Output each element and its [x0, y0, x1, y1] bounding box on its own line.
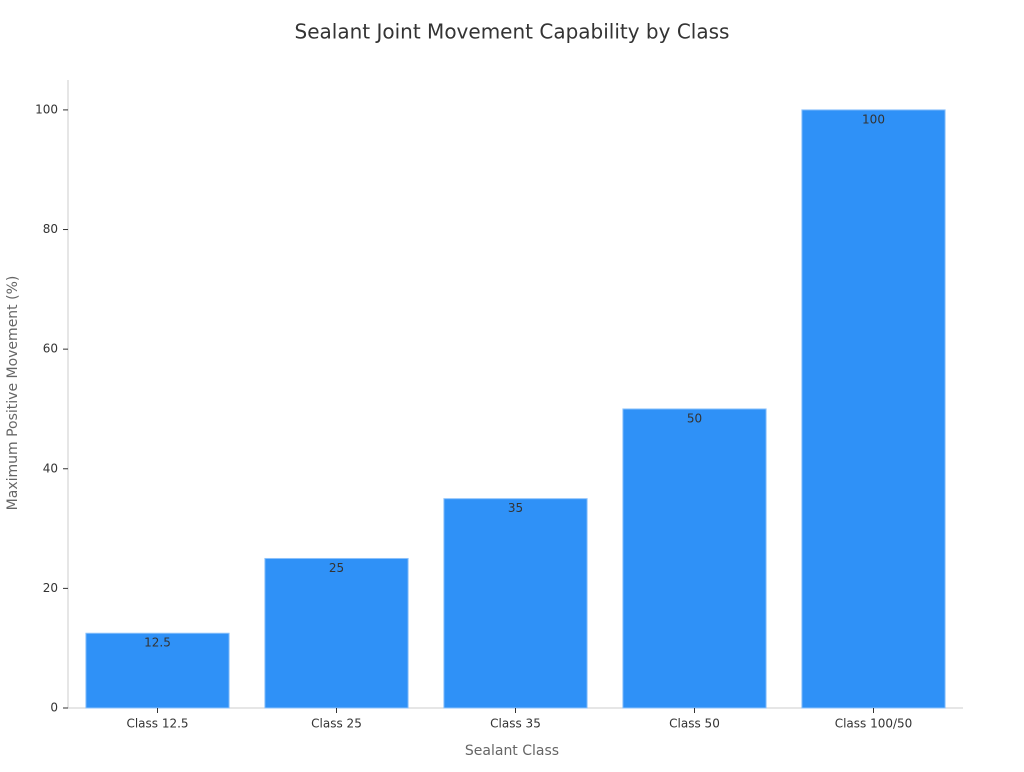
x-tick-label: Class 50	[669, 717, 720, 731]
x-axis-label: Sealant Class	[465, 743, 559, 759]
bar	[264, 557, 409, 709]
y-tick-label: 80	[43, 222, 58, 236]
y-tick-label: 0	[50, 701, 58, 715]
value-label: 12.5	[144, 636, 171, 650]
bar	[443, 498, 588, 709]
y-tick-label: 60	[43, 342, 58, 356]
x-tick-label: Class 100/50	[835, 717, 913, 731]
x-tick-label: Class 35	[490, 717, 541, 731]
value-label: 25	[329, 561, 344, 575]
value-label: 100	[862, 112, 885, 126]
value-label: 50	[687, 411, 702, 425]
bar	[801, 109, 946, 709]
y-tick-label: 100	[35, 102, 58, 116]
chart-title: Sealant Joint Movement Capability by Cla…	[295, 20, 730, 44]
bar	[622, 408, 767, 709]
x-tick-label: Class 12.5	[126, 717, 188, 731]
y-tick-label: 40	[43, 461, 58, 475]
y-axis-label: Maximum Positive Movement (%)	[5, 276, 21, 511]
x-tick-label: Class 25	[311, 717, 362, 731]
y-tick-label: 20	[43, 581, 58, 595]
value-label: 35	[508, 501, 523, 515]
bar	[85, 632, 230, 709]
